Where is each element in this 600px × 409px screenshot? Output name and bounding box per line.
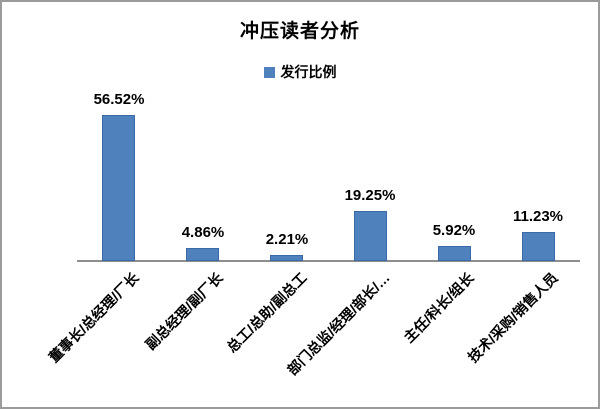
bar	[354, 211, 387, 261]
bar	[102, 115, 135, 261]
legend-marker-icon	[263, 66, 275, 78]
bar-value-label: 4.86%	[181, 224, 225, 241]
bar-value-label: 11.23%	[512, 208, 564, 225]
bar-value-label: 56.52%	[93, 91, 145, 108]
bar	[522, 232, 555, 261]
bar	[438, 246, 471, 261]
legend: 发行比例	[2, 62, 598, 82]
legend-label: 发行比例	[280, 64, 337, 80]
bar	[186, 248, 219, 261]
x-axis-label: 董事长/总经理/厂长	[45, 269, 142, 366]
bar-value-label: 2.21%	[265, 231, 309, 248]
x-axis-line	[77, 260, 580, 262]
chart-title: 冲压读者分析	[239, 21, 360, 42]
bar	[270, 255, 303, 261]
bar-value-label: 19.25%	[344, 187, 396, 204]
bar-value-label: 5.92%	[432, 222, 476, 239]
